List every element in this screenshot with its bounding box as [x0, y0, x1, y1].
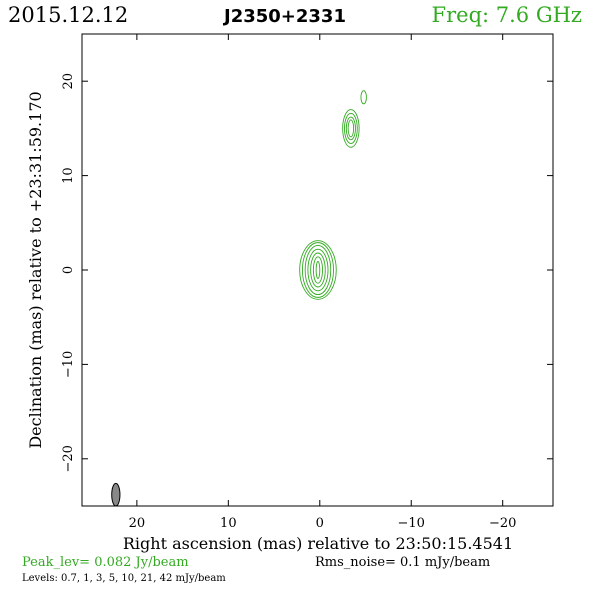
source-title: J2350+2331 [222, 6, 346, 27]
contour-line [310, 252, 326, 288]
date-label: 2015.12.12 [8, 3, 128, 27]
y-axis-label: Declination (mas) relative to +23:31:59.… [26, 91, 45, 448]
x-tick-label: 0 [316, 516, 324, 531]
contour-line [315, 261, 321, 279]
beam-ellipse-group [111, 482, 121, 507]
contour-line [344, 112, 358, 144]
contour-line [347, 119, 355, 138]
contour-map [299, 90, 367, 300]
peak-level: Peak_lev= 0.082 Jy/beam [22, 555, 189, 570]
beam-ellipse [111, 482, 121, 507]
contour-line [360, 90, 367, 105]
axis-ticks: 20 10 0 −10 −20 20 10 0 −10 −20 [61, 34, 553, 531]
contour-levels: Levels: 0.7, 1, 3, 5, 10, 21, 42 mJy/bea… [22, 573, 226, 584]
contour-line [342, 109, 360, 148]
contour-line [312, 256, 323, 284]
y-tick-label: 0 [61, 266, 76, 274]
y-tick-label: 20 [61, 73, 76, 90]
x-tick-label: 20 [129, 516, 146, 531]
contour-line [304, 245, 332, 295]
contour-line [345, 116, 356, 141]
frequency-label: Freq: 7.6 GHz [432, 3, 582, 27]
x-tick-label: 10 [220, 516, 237, 531]
contour-line [307, 248, 329, 292]
x-axis-label: Right ascension (mas) relative to 23:50:… [123, 534, 513, 553]
contour-line [299, 240, 337, 300]
y-tick-label: −20 [61, 445, 76, 472]
contour-line [301, 242, 334, 298]
plot-frame [81, 33, 554, 507]
y-tick-label: 10 [61, 167, 76, 184]
rms-noise: Rms_noise= 0.1 mJy/beam [315, 555, 490, 570]
x-tick-label: −20 [489, 516, 516, 531]
x-tick-label: −10 [398, 516, 425, 531]
y-tick-label: −10 [61, 351, 76, 378]
